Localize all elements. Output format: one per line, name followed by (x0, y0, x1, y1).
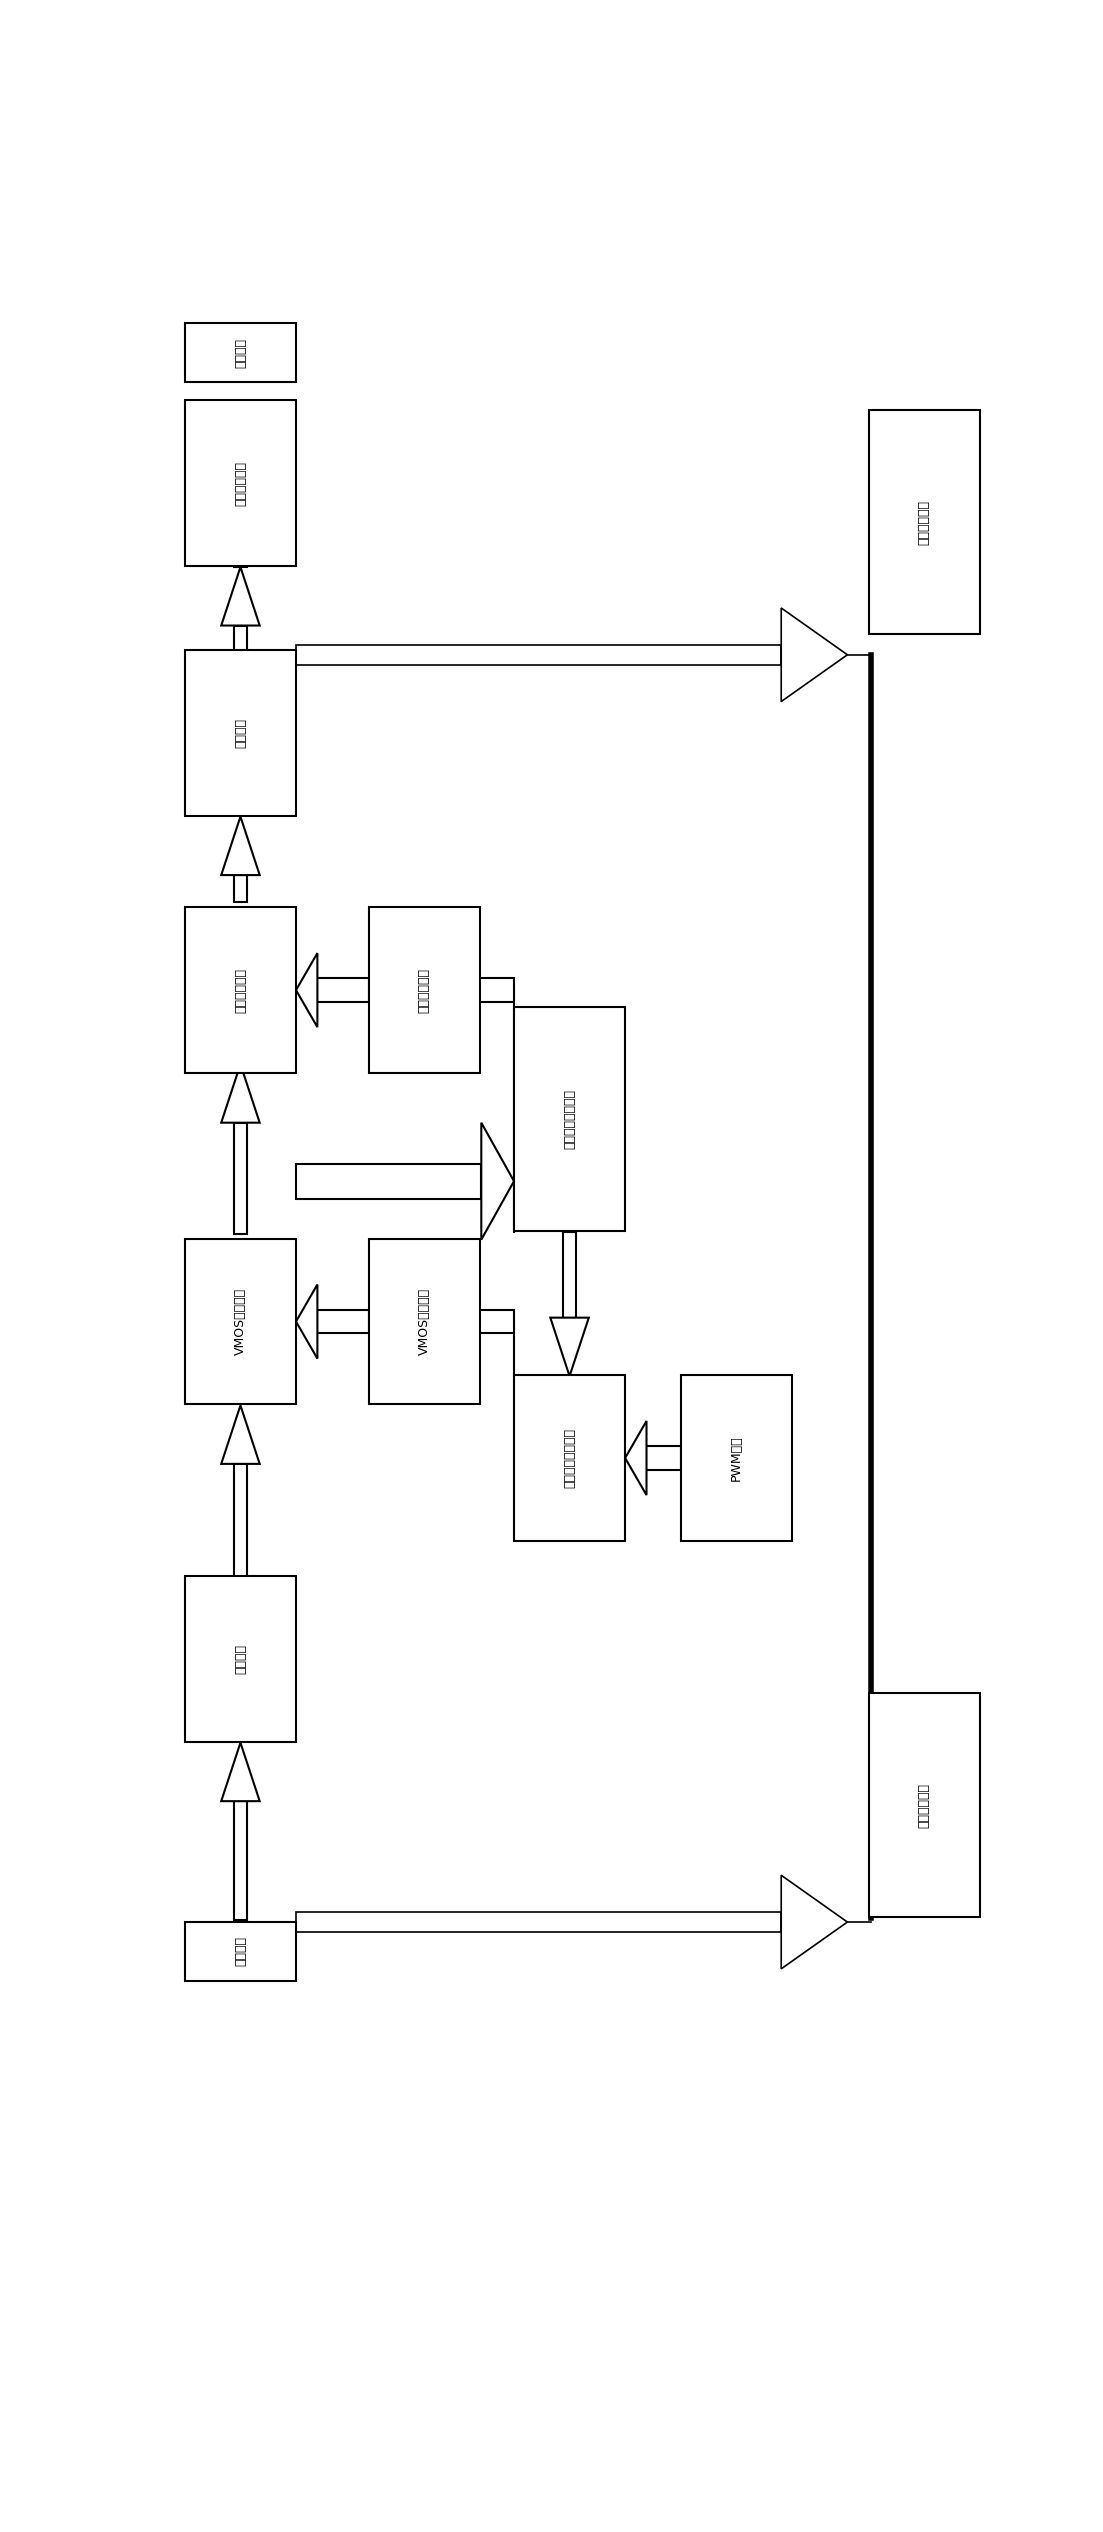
Text: 滤波电路: 滤波电路 (234, 717, 247, 747)
Bar (234, 1800, 247, 1919)
Text: 输出采样电路: 输出采样电路 (918, 499, 931, 544)
Bar (234, 537, 247, 567)
Text: 输入电源: 输入电源 (234, 1937, 247, 1967)
Bar (514, 1375, 625, 1542)
Text: 输出负载: 输出负载 (234, 337, 247, 367)
Bar (185, 1238, 296, 1405)
Bar (234, 1122, 247, 1233)
Bar (185, 400, 296, 567)
Bar (296, 646, 781, 663)
Polygon shape (222, 324, 259, 377)
Bar (185, 651, 296, 815)
Bar (318, 1309, 368, 1334)
Polygon shape (625, 1420, 646, 1494)
Bar (185, 324, 296, 382)
Text: 输入采样电路: 输入采样电路 (918, 1783, 931, 1828)
Text: 驱动信号合成电路: 驱动信号合成电路 (563, 1428, 576, 1489)
Polygon shape (222, 1063, 259, 1122)
Bar (646, 1446, 681, 1469)
Polygon shape (550, 1317, 589, 1377)
Polygon shape (222, 1405, 259, 1463)
Text: 绩流驱动电路: 绩流驱动电路 (418, 967, 431, 1013)
Bar (514, 1008, 625, 1231)
Polygon shape (222, 479, 259, 537)
Bar (563, 1233, 577, 1317)
Bar (403, 977, 514, 1003)
Polygon shape (781, 608, 847, 701)
Text: 反向阻断电路: 反向阻断电路 (234, 967, 247, 1013)
Bar (368, 1238, 480, 1405)
Polygon shape (781, 1876, 847, 1970)
Polygon shape (222, 1742, 259, 1800)
Bar (869, 1694, 979, 1917)
Bar (185, 906, 296, 1074)
Text: 绩流电压采样电路: 绩流电压采样电路 (563, 1089, 576, 1150)
Bar (681, 1375, 792, 1542)
Polygon shape (382, 1284, 403, 1360)
Text: VMOS开关电路: VMOS开关电路 (418, 1289, 431, 1355)
Bar (403, 1309, 514, 1334)
Polygon shape (222, 818, 259, 876)
Bar (234, 1463, 247, 1577)
Bar (296, 1912, 781, 1932)
Polygon shape (296, 952, 318, 1028)
Bar (318, 977, 368, 1003)
Bar (185, 1575, 296, 1742)
Polygon shape (382, 952, 403, 1028)
Text: VMOS开关电路: VMOS开关电路 (234, 1289, 247, 1355)
Bar (185, 1922, 296, 1980)
Polygon shape (481, 1122, 514, 1241)
Bar (869, 410, 979, 636)
Bar (368, 906, 480, 1074)
Text: 绩流电路: 绩流电路 (234, 1643, 247, 1674)
Bar (296, 1165, 481, 1198)
Polygon shape (296, 1284, 318, 1360)
Bar (234, 625, 247, 653)
Polygon shape (222, 567, 259, 625)
Text: PWM电路: PWM电路 (730, 1436, 742, 1481)
Bar (234, 876, 247, 901)
Text: 输出保护电路: 输出保护电路 (234, 461, 247, 506)
